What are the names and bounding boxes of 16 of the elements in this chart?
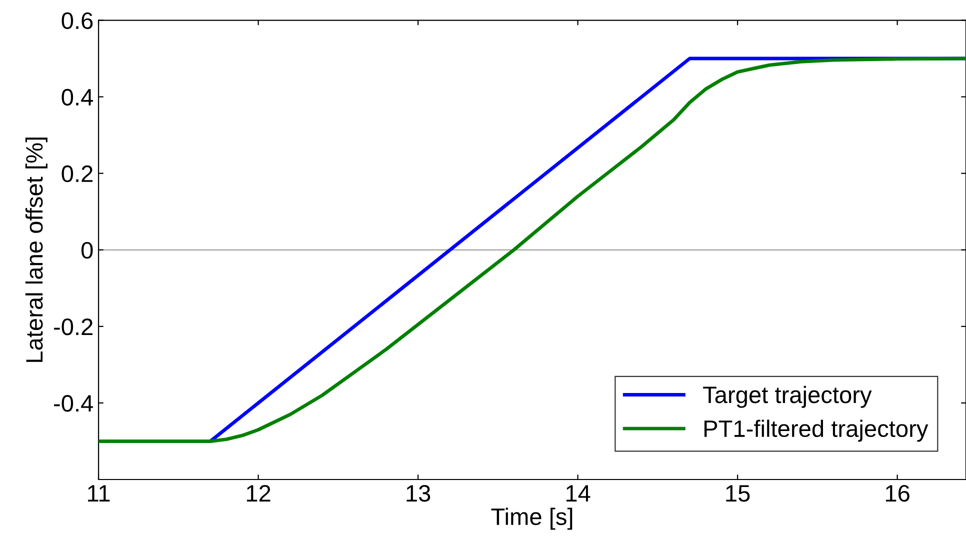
x-tick-label: 12 — [246, 484, 270, 502]
x-tick-label: 16 — [886, 484, 910, 502]
x-tick-label: 15 — [726, 485, 750, 502]
x-tick-label: 13 — [406, 484, 430, 502]
y-axis-title: Lateral lane offset [%] — [25, 138, 48, 362]
y-tick-label: 0.4 — [62, 88, 93, 106]
y-tick-label: -0.2 — [54, 318, 92, 336]
legend-label: Target trajectory — [703, 386, 872, 408]
legend-label: PT1-filtered trajectory — [704, 420, 928, 442]
x-axis-title: Time [s] — [491, 508, 572, 530]
y-tick-label: 0.6 — [62, 12, 93, 30]
y-tick-label: 0.2 — [62, 165, 92, 182]
x-tick-label: 14 — [566, 485, 590, 502]
y-tick-label: -0.4 — [54, 395, 93, 412]
y-tick-label: 0 — [81, 242, 93, 259]
x-tick-label: 11 — [88, 485, 110, 502]
